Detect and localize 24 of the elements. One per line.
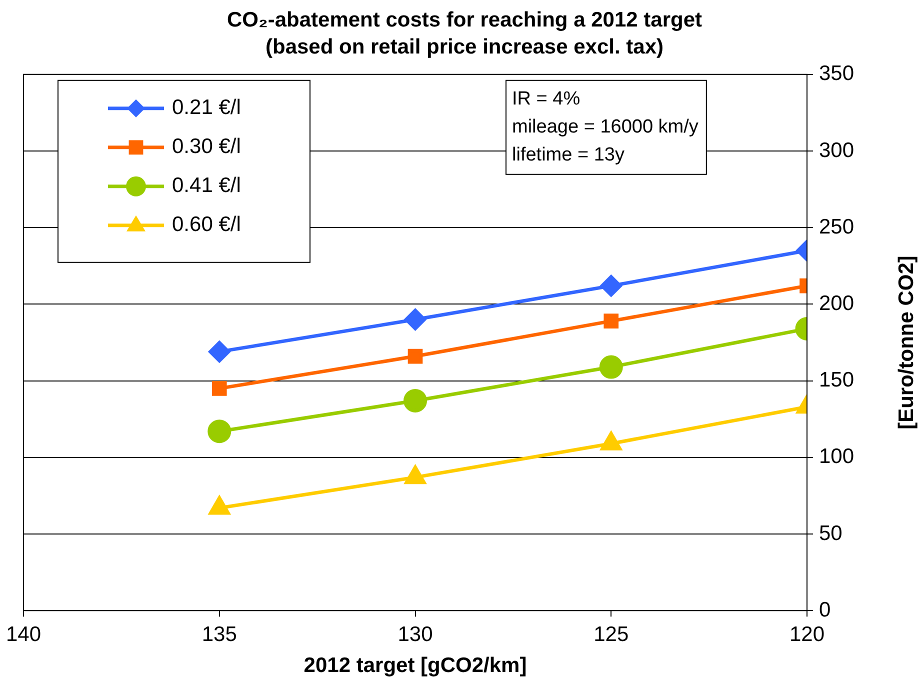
y-tick-label: 200: [819, 292, 854, 315]
y-tick-label: 250: [819, 215, 854, 238]
x-tick-label: 135: [202, 622, 237, 646]
legend-label: 0.41 €/l: [172, 174, 241, 198]
x-tick-label: 120: [789, 622, 825, 646]
y-tick-label: 300: [819, 138, 854, 162]
annotation: IR = 4%: [512, 88, 580, 110]
x-axis-title: 2012 target [gCO2/km]: [304, 654, 527, 678]
chart-title: CO₂-abatement costs for reaching a 2012 target: [227, 8, 702, 32]
legend-label: 0.60 €/l: [172, 213, 241, 236]
x-tick-label: 125: [594, 622, 629, 646]
annotation: lifetime = 13y: [512, 144, 625, 166]
x-tick-label: 130: [398, 622, 433, 646]
y-tick-label: 100: [819, 445, 854, 468]
y-axis-title: [Euro/tonne CO2]: [894, 256, 918, 430]
y-tick-label: 50: [819, 522, 842, 545]
y-tick-label: 350: [819, 62, 854, 86]
y-tick-label: 150: [819, 368, 854, 392]
y-tick-label: 0: [819, 598, 831, 622]
chart-subtitle: (based on retail price increase excl. tax): [265, 36, 664, 59]
legend-label: 0.21 €/l: [172, 96, 241, 120]
x-tick-label: 140: [6, 622, 42, 646]
annotation: mileage = 16000 km/y: [512, 116, 699, 138]
legend-label: 0.30 €/l: [172, 135, 241, 158]
